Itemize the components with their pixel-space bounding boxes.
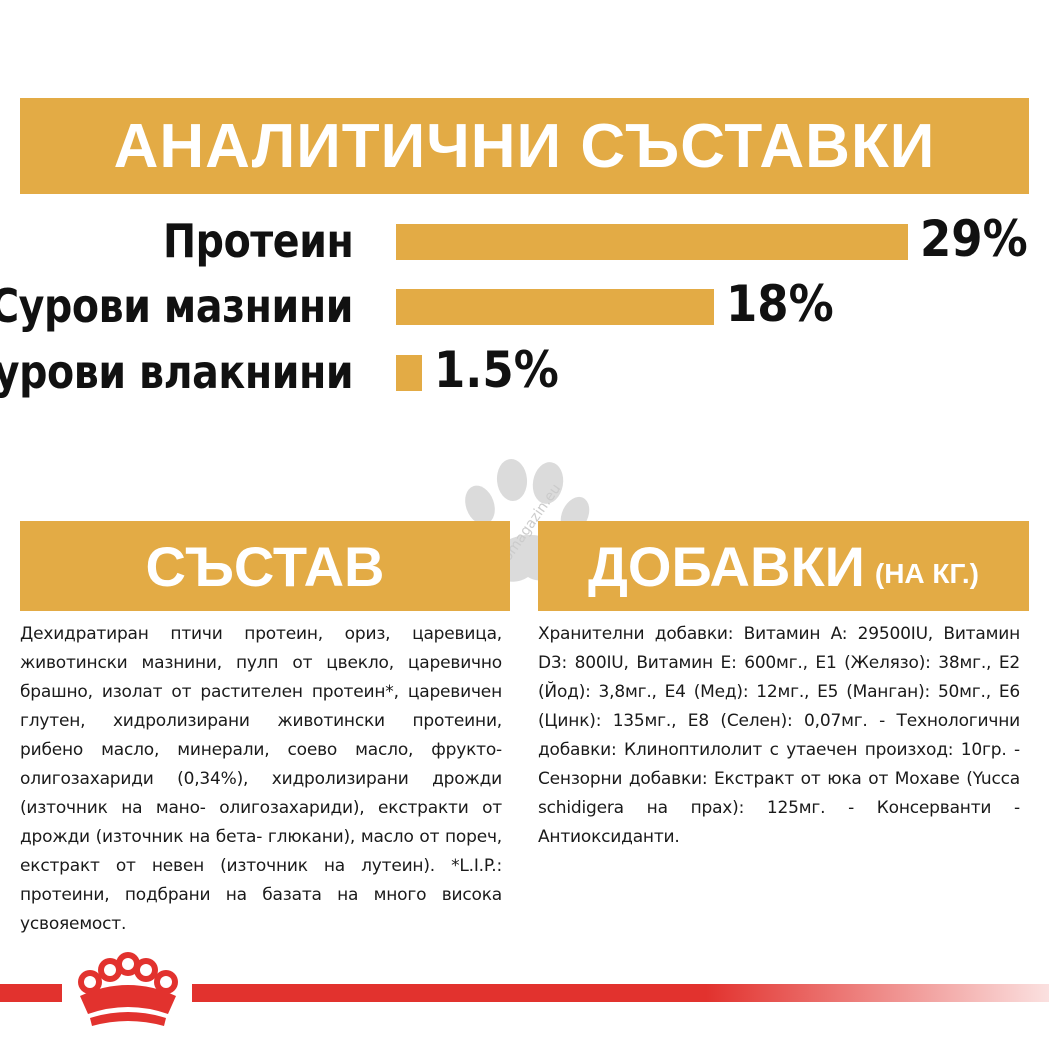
bar-label: Сурови влакнини (0, 345, 353, 399)
bar-label: Сурови мазнини (0, 279, 353, 333)
additives-banner: ДОБАВКИ (на кг.) (538, 521, 1029, 611)
additives-heading-suffix: (на кг.) (874, 558, 979, 589)
bar-value-label: 1.5% (434, 341, 559, 399)
bar (396, 289, 714, 325)
additives-text: Хранителни добавки: Витамин A: 29500IU, … (538, 624, 1020, 847)
title-banner: АНАЛИТИЧНИ СЪСТАВКИ (20, 98, 1029, 194)
bar-label: Протеин (162, 214, 354, 268)
footer-line-left (0, 984, 62, 1002)
composition-heading: СЪСТАВ (145, 534, 385, 598)
composition-text: Дехидратиран птичи протеин, ориз, цареви… (20, 624, 502, 934)
crown-logo-icon (78, 952, 178, 1026)
bar (396, 224, 908, 260)
footer-line-right (192, 984, 1049, 1002)
additives-heading: ДОБАВКИ (587, 534, 865, 598)
bar-value-label: 18% (726, 275, 834, 333)
bar-value-label: 29% (920, 210, 1028, 268)
page-title: АНАЛИТИЧНИ СЪСТАВКИ (113, 111, 936, 181)
bar (396, 355, 422, 391)
composition-banner: СЪСТАВ (20, 521, 510, 611)
